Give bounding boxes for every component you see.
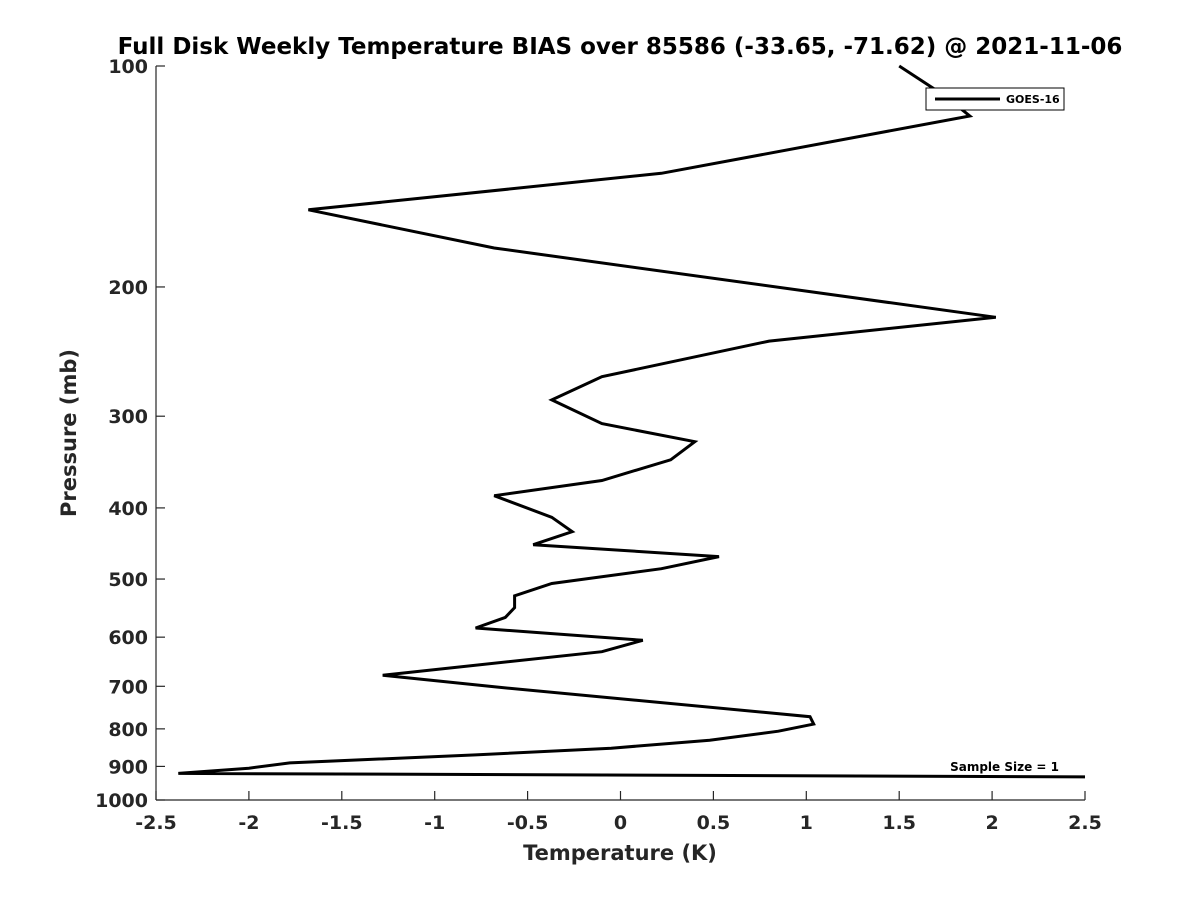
y-tick-label: 200 [108,277,148,299]
x-tick-label: 1 [800,812,813,834]
series-line-goes-16 [178,64,1086,779]
y-tick-label: 700 [108,676,148,698]
series-layer [178,64,1086,779]
y-tick-label: 900 [108,756,148,778]
legend-label-goes-16: GOES-16 [1006,93,1060,106]
x-axis-label: Temperature (K) [523,841,717,865]
x-tick-label: 1.5 [882,812,916,834]
x-tick-label: 0.5 [697,812,731,834]
y-axis-label: Pressure (mb) [57,349,81,517]
x-tick-label: 0 [614,812,627,834]
y-tick-label: 1000 [95,790,148,812]
x-tick-label: -1 [424,812,445,834]
y-tick-label: 800 [108,719,148,741]
y-tick-label: 500 [108,569,148,591]
x-tick-label: -1.5 [321,812,363,834]
y-axis-ticks: 100 200 300 400 500 600 700 800 900 1000 [95,56,165,812]
x-axis-ticks: -2.5 -2 -1.5 -1 -0.5 0 0.5 1 1.5 2 2.5 [135,791,1102,834]
x-tick-label: -2.5 [135,812,177,834]
legend: GOES-16 [925,87,1065,111]
y-tick-label: 400 [108,498,148,520]
x-tick-label: 2 [985,812,998,834]
x-tick-label: 2.5 [1068,812,1102,834]
sample-size-annotation: Sample Size = 1 [950,760,1059,774]
y-tick-label: 600 [108,627,148,649]
y-tick-label: 300 [108,406,148,428]
x-tick-label: -0.5 [507,812,549,834]
x-tick-label: -2 [238,812,259,834]
chart-title: Full Disk Weekly Temperature BIAS over 8… [118,34,1123,60]
y-tick-label: 100 [108,56,148,78]
